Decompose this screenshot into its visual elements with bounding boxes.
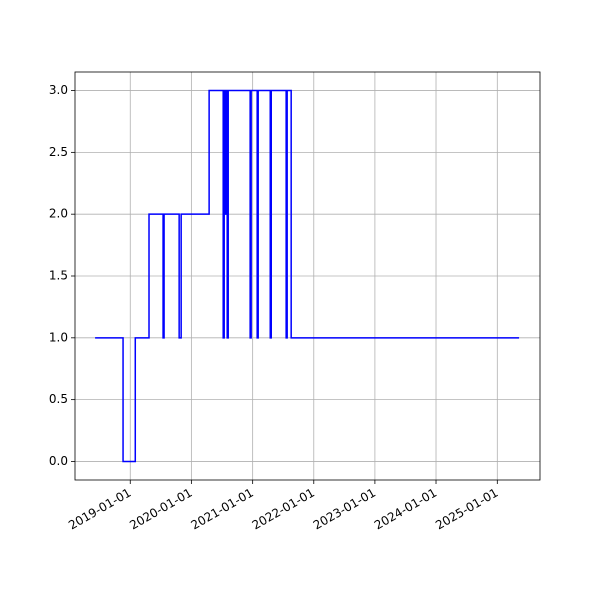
x-tick-label: 2020-01-01 bbox=[127, 486, 194, 533]
plot-frame bbox=[74, 71, 541, 481]
y-tick-label: 2.5 bbox=[49, 145, 68, 159]
y-tick-label: 1.0 bbox=[49, 330, 68, 344]
data-line bbox=[95, 89, 520, 463]
x-tick-label: 2019-01-01 bbox=[66, 486, 133, 533]
y-tick-label: 0.0 bbox=[49, 454, 68, 468]
x-tick-label: 2022-01-01 bbox=[250, 486, 317, 533]
x-tick-label: 2025-01-01 bbox=[433, 486, 500, 533]
y-tick-label: 2.0 bbox=[49, 207, 68, 221]
x-tick-label: 2024-01-01 bbox=[372, 486, 439, 533]
y-tick-label: 3.0 bbox=[49, 83, 68, 97]
x-tick-label: 2021-01-01 bbox=[189, 486, 256, 533]
y-tick-label: 1.5 bbox=[49, 269, 68, 283]
y-tick-label: 0.5 bbox=[49, 392, 68, 406]
x-tick-label: 2023-01-01 bbox=[311, 486, 378, 533]
